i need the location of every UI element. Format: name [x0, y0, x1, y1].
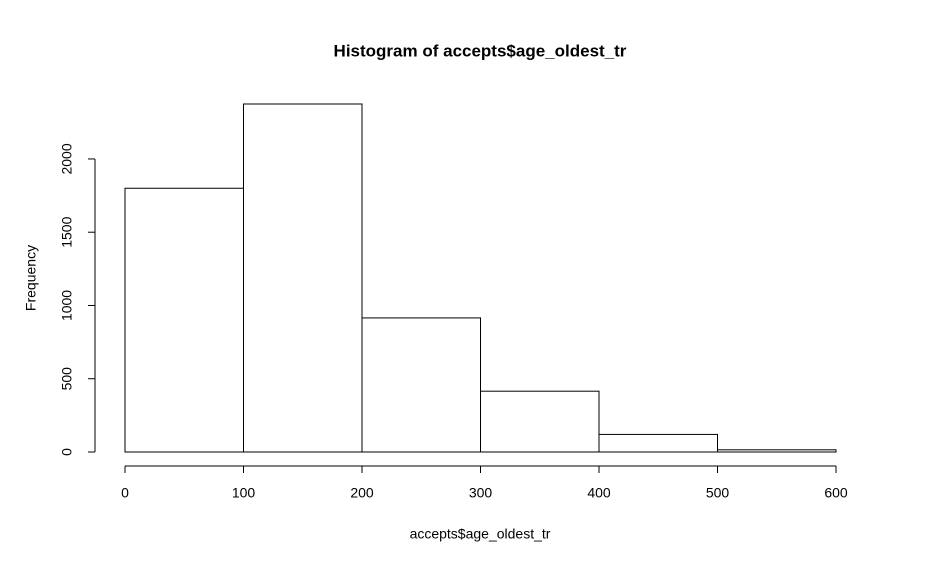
x-tick-label: 600 [824, 485, 848, 501]
chart-title: Histogram of accepts$age_oldest_tr [334, 41, 627, 60]
bar [361, 317, 481, 453]
bar [124, 187, 244, 453]
x-tick-label: 200 [350, 485, 374, 501]
bar [717, 449, 837, 453]
y-tick-label: 1000 [59, 290, 75, 321]
x-tick-label: 100 [232, 485, 256, 501]
y-tick-label: 500 [59, 367, 75, 391]
y-tick-label: 1500 [59, 216, 75, 247]
bar [243, 103, 363, 453]
x-tick-label: 300 [469, 485, 493, 501]
x-tick-label: 400 [587, 485, 611, 501]
x-axis-label: accepts$age_oldest_tr [410, 526, 551, 542]
x-tick-label: 0 [121, 485, 129, 501]
bar [480, 390, 600, 453]
y-tick-label: 2000 [59, 143, 75, 174]
y-tick-label: 0 [59, 448, 75, 456]
x-tick-label: 500 [706, 485, 730, 501]
y-axis-label: Frequency [23, 245, 39, 311]
bar [598, 433, 718, 453]
